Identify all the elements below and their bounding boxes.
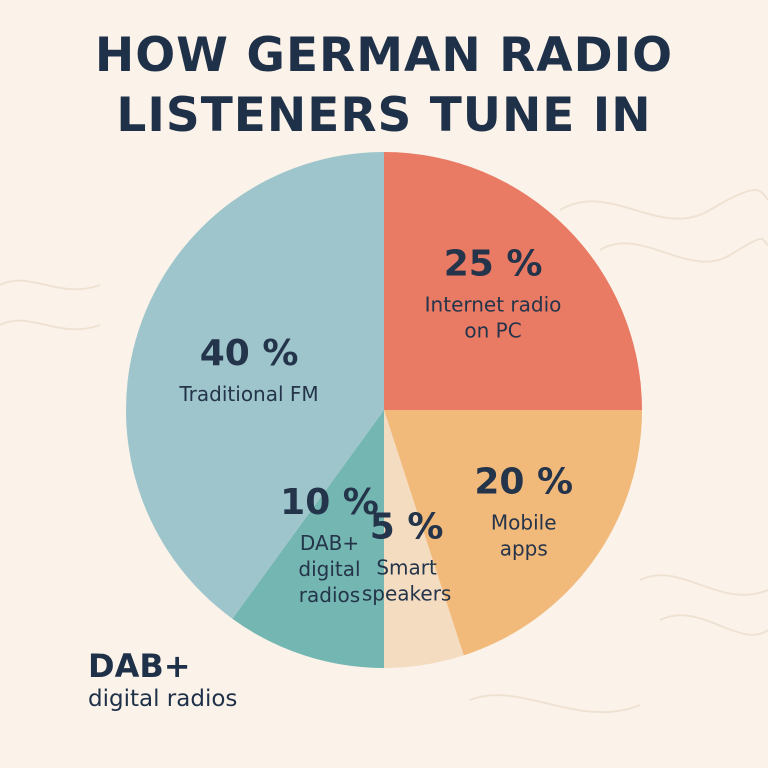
background-waves: [0, 189, 768, 714]
wave-line: [659, 614, 768, 636]
slice-category-label: radios: [299, 583, 360, 607]
footer-label: DAB+ digital radios: [88, 650, 237, 711]
pie-slices: [126, 152, 642, 668]
slice-category-label: Mobile: [491, 510, 557, 534]
slice-category-label: apps: [500, 536, 548, 560]
chart-title-line-2: LISTENERS TUNE IN: [116, 88, 652, 143]
pie-slice: [126, 152, 384, 619]
slice-category-label: digital: [298, 557, 360, 581]
chart-title-line-1: HOW GERMAN RADIO: [94, 28, 674, 83]
wave-line: [469, 694, 641, 714]
wave-line: [0, 279, 101, 291]
slice-category-label: DAB+: [300, 531, 359, 555]
footer-label-line-2: digital radios: [88, 686, 238, 712]
slice-percent-label: 10 %: [280, 482, 379, 523]
slice-category-label: speakers: [362, 582, 452, 606]
pie-slice: [384, 410, 464, 668]
slice-category-label: Smart: [376, 556, 437, 580]
wave-line: [599, 237, 768, 263]
slice-percent-label: 5 %: [370, 507, 444, 548]
wave-line: [559, 189, 768, 220]
pie-slice: [232, 410, 384, 668]
pie-slice: [384, 152, 642, 410]
footer-label-line-1: DAB+: [88, 647, 191, 685]
pie-slice: [384, 410, 642, 656]
slice-category-label: Traditional FM: [178, 382, 318, 406]
slice-percent-label: 40 %: [200, 333, 299, 374]
slice-percent-label: 20 %: [474, 461, 573, 502]
slice-percent-label: 25 %: [444, 243, 543, 284]
chart-title: HOW GERMAN RADIO LISTENERS TUNE IN: [0, 26, 768, 146]
wave-line: [639, 574, 768, 596]
wave-line: [0, 319, 101, 331]
slice-category-label: on PC: [464, 318, 521, 342]
slice-category-label: Internet radio: [425, 292, 562, 316]
